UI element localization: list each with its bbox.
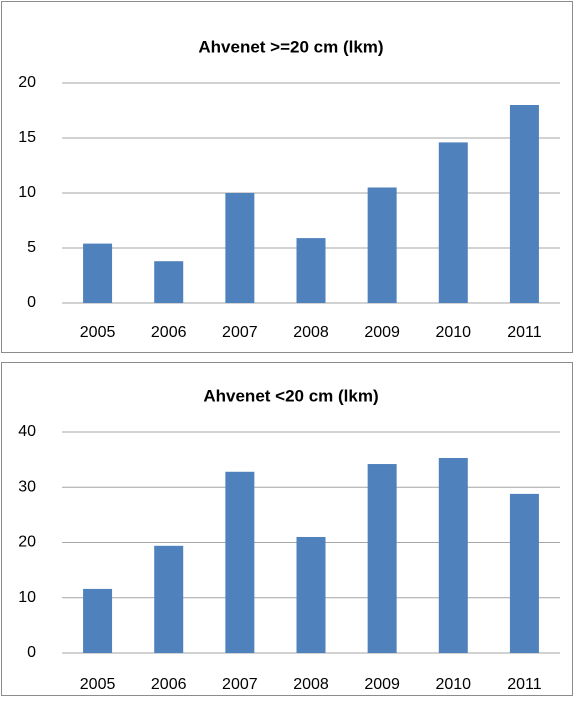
bar <box>83 588 113 653</box>
bar <box>367 464 397 653</box>
y-tick-label: 20 <box>18 534 36 551</box>
chart-title: Ahvenet >=20 cm (lkm) <box>198 37 383 56</box>
x-tick-label: 2005 <box>80 324 116 341</box>
x-tick-label: 2009 <box>364 324 400 341</box>
x-tick-label: 2008 <box>293 676 329 693</box>
x-tick-label: 2006 <box>151 324 187 341</box>
y-tick-label: 10 <box>18 589 36 606</box>
bar <box>83 243 113 303</box>
bar <box>509 493 539 653</box>
bar <box>509 105 539 303</box>
bar <box>367 187 397 303</box>
y-tick-label: 0 <box>27 644 36 661</box>
x-tick-label: 2011 <box>507 324 542 341</box>
bar <box>225 471 255 653</box>
x-tick-label: 2011 <box>507 676 542 693</box>
bar <box>296 536 326 653</box>
y-tick-label: 10 <box>18 184 36 201</box>
y-tick-label: 0 <box>27 294 36 311</box>
y-tick-label: 30 <box>18 478 36 495</box>
x-tick-label: 2008 <box>293 324 329 341</box>
y-tick-label: 20 <box>18 74 36 91</box>
bar <box>225 193 255 303</box>
bar <box>154 261 184 303</box>
x-tick-label: 2007 <box>222 324 258 341</box>
bar <box>438 142 468 303</box>
y-tick-label: 15 <box>18 129 36 146</box>
x-tick-label: 2009 <box>364 676 400 693</box>
bar <box>154 545 184 653</box>
bar <box>296 238 326 303</box>
y-tick-label: 5 <box>27 239 36 256</box>
bar <box>438 457 468 653</box>
x-tick-label: 2010 <box>435 324 471 341</box>
x-tick-label: 2006 <box>151 676 187 693</box>
x-tick-label: 2007 <box>222 676 258 693</box>
y-tick-label: 40 <box>18 423 36 440</box>
x-tick-label: 2005 <box>80 676 116 693</box>
chart-title: Ahvenet <20 cm (lkm) <box>203 386 378 405</box>
x-tick-label: 2010 <box>435 676 471 693</box>
